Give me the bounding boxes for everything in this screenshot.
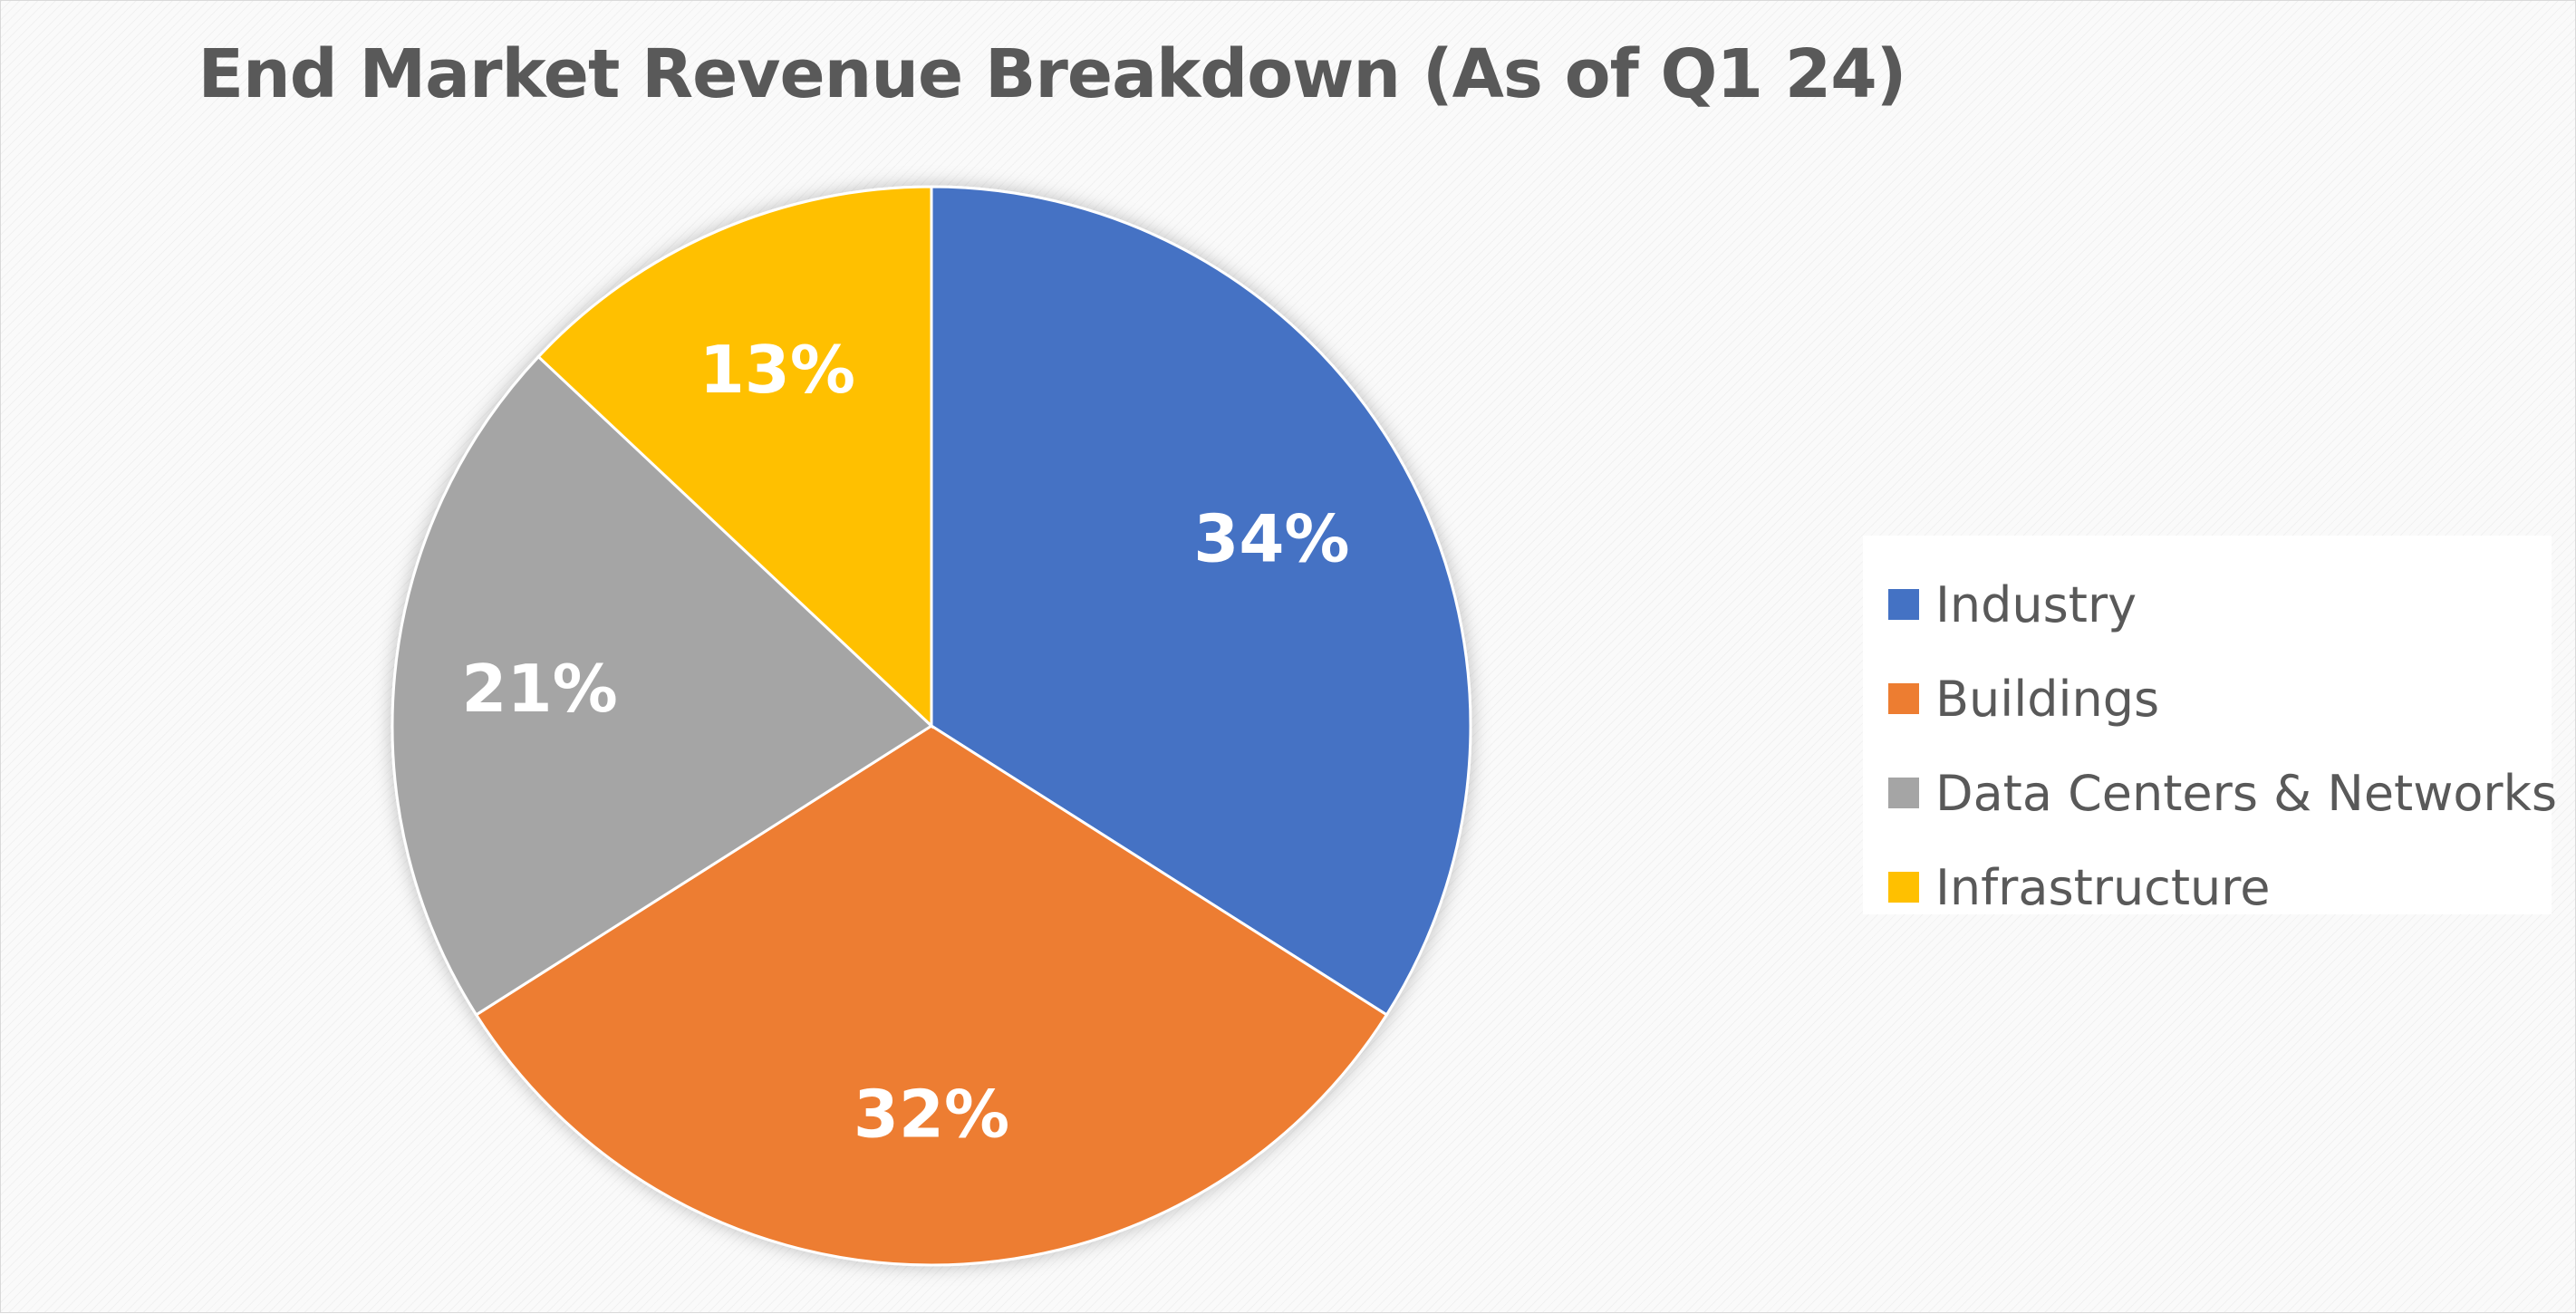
legend-swatch-infrastructure xyxy=(1888,872,1919,903)
data-label-industry: 34% xyxy=(1193,501,1349,577)
legend-label-data-centers-networks: Data Centers & Networks xyxy=(1935,764,2558,822)
data-label-infrastructure: 13% xyxy=(699,332,855,408)
legend-swatch-buildings xyxy=(1888,683,1919,714)
legend: Industry Buildings Data Centers & Networ… xyxy=(1863,536,2557,916)
legend-label-infrastructure: Infrastructure xyxy=(1935,858,2271,916)
pie-slice-data-centers-networks xyxy=(391,354,934,1017)
legend-item-industry: Industry xyxy=(1863,557,2552,652)
legend-item-infrastructure: Infrastructure xyxy=(1863,840,2552,934)
pie-slice-industry xyxy=(930,185,1472,1017)
data-label-buildings: 32% xyxy=(854,1076,1009,1152)
legend-label-buildings: Buildings xyxy=(1935,670,2160,728)
pie-slice-buildings xyxy=(474,724,1389,1267)
legend-item-data-centers-networks: Data Centers & Networks xyxy=(1863,746,2557,840)
pie-slice-infrastructure xyxy=(536,185,933,729)
legend-swatch-industry xyxy=(1888,589,1919,620)
legend-swatch-data-centers-networks xyxy=(1888,778,1919,808)
legend-item-buildings: Buildings xyxy=(1863,652,2552,746)
legend-label-industry: Industry xyxy=(1935,575,2137,633)
data-label-data-centers-networks: 21% xyxy=(461,651,617,727)
chart-title: End Market Revenue Breakdown (As of Q1 2… xyxy=(198,35,1907,113)
